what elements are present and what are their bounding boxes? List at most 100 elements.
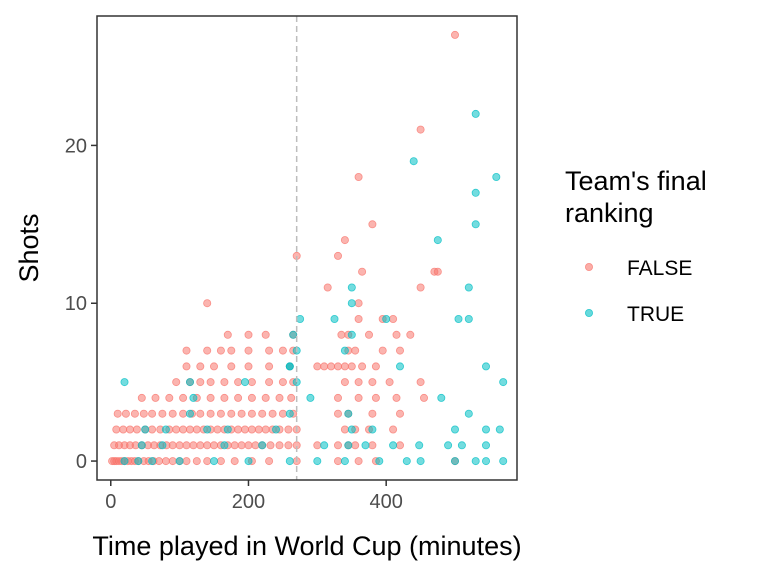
- point-false-196: [368, 220, 377, 229]
- point-false-200: [450, 30, 459, 39]
- point-true-59: [330, 314, 339, 323]
- point-false-187: [389, 314, 398, 323]
- point-false-161: [358, 362, 367, 371]
- point-false-72: [179, 425, 188, 434]
- point-false-66: [132, 425, 141, 434]
- point-true-28: [141, 425, 150, 434]
- point-false-173: [378, 346, 387, 355]
- point-false-198: [354, 172, 363, 181]
- point-false-141: [278, 378, 287, 387]
- point-false-89: [340, 425, 349, 434]
- point-false-159: [340, 362, 349, 371]
- point-false-151: [227, 362, 236, 371]
- point-false-71: [172, 425, 181, 434]
- point-true-56: [347, 330, 356, 339]
- point-true-11: [416, 457, 425, 466]
- point-true-18: [220, 441, 229, 450]
- x-axis: 0 200 400: [105, 480, 403, 513]
- point-true-38: [185, 409, 194, 418]
- point-false-137: [220, 378, 229, 387]
- point-true-17: [158, 441, 167, 450]
- point-true-33: [347, 425, 356, 434]
- point-false-112: [333, 409, 342, 418]
- point-false-48: [230, 441, 239, 450]
- point-true-44: [437, 393, 446, 402]
- point-false-140: [265, 378, 274, 387]
- point-true-23: [389, 441, 398, 450]
- point-false-183: [406, 330, 415, 339]
- point-false-184: [203, 299, 212, 308]
- point-false-192: [323, 283, 332, 292]
- point-false-131: [392, 393, 401, 402]
- point-false-63: [112, 425, 121, 434]
- point-true-47: [240, 378, 249, 387]
- point-false-100: [179, 409, 188, 418]
- point-true-1: [134, 457, 143, 466]
- point-false-193: [416, 283, 425, 292]
- point-false-128: [333, 393, 342, 402]
- point-false-106: [237, 409, 246, 418]
- point-false-93: [113, 409, 122, 418]
- point-false-117: [151, 393, 160, 402]
- point-false-42: [189, 441, 198, 450]
- point-false-74: [192, 425, 201, 434]
- point-false-133: [172, 378, 181, 387]
- point-false-177: [261, 330, 270, 339]
- point-false-96: [139, 409, 148, 418]
- point-true-30: [203, 425, 212, 434]
- y-tick-label-0: 0: [76, 451, 87, 473]
- point-false-97: [148, 409, 157, 418]
- point-true-21: [344, 441, 353, 450]
- point-false-148: [182, 362, 191, 371]
- point-false-127: [287, 393, 296, 402]
- point-true-57: [285, 362, 294, 371]
- point-false-103: [206, 409, 215, 418]
- point-false-189: [358, 267, 367, 276]
- point-false-158: [333, 362, 342, 371]
- point-false-13: [154, 457, 163, 466]
- point-false-149: [196, 362, 205, 371]
- point-true-25: [444, 441, 453, 450]
- point-false-87: [284, 425, 293, 434]
- point-false-165: [216, 346, 225, 355]
- legend-key-true: [585, 308, 594, 317]
- point-false-163: [182, 346, 191, 355]
- legend-label-true: TRUE: [627, 303, 684, 326]
- point-false-39: [168, 441, 177, 450]
- point-false-181: [364, 330, 373, 339]
- point-false-54: [275, 441, 284, 450]
- y-tick-label-20: 20: [65, 135, 87, 157]
- legend-label-false: FALSE: [627, 257, 692, 280]
- point-true-9: [375, 457, 384, 466]
- point-false-25: [333, 457, 342, 466]
- points-layer: [108, 30, 508, 466]
- point-true-66: [433, 236, 442, 245]
- point-false-135: [196, 378, 205, 387]
- point-false-108: [258, 409, 267, 418]
- x-tick-label-400: 400: [369, 491, 402, 513]
- point-true-22: [361, 441, 370, 450]
- point-false-123: [234, 393, 243, 402]
- point-false-199: [416, 125, 425, 134]
- point-true-40: [344, 409, 353, 418]
- point-true-35: [450, 425, 459, 434]
- point-false-182: [392, 330, 401, 339]
- point-false-129: [354, 393, 363, 402]
- point-false-84: [261, 425, 270, 434]
- point-false-152: [244, 362, 253, 371]
- point-false-160: [347, 362, 356, 371]
- point-true-54: [340, 346, 349, 355]
- point-false-20: [216, 457, 225, 466]
- point-true-51: [395, 362, 404, 371]
- point-false-99: [168, 409, 177, 418]
- point-true-58: [296, 314, 305, 323]
- point-false-162: [371, 362, 380, 371]
- point-false-145: [368, 378, 377, 387]
- point-true-5: [244, 457, 253, 466]
- point-true-26: [457, 441, 466, 450]
- point-false-58: [333, 441, 342, 450]
- point-false-115: [395, 409, 404, 418]
- point-false-57: [313, 441, 322, 450]
- point-true-3: [175, 457, 184, 466]
